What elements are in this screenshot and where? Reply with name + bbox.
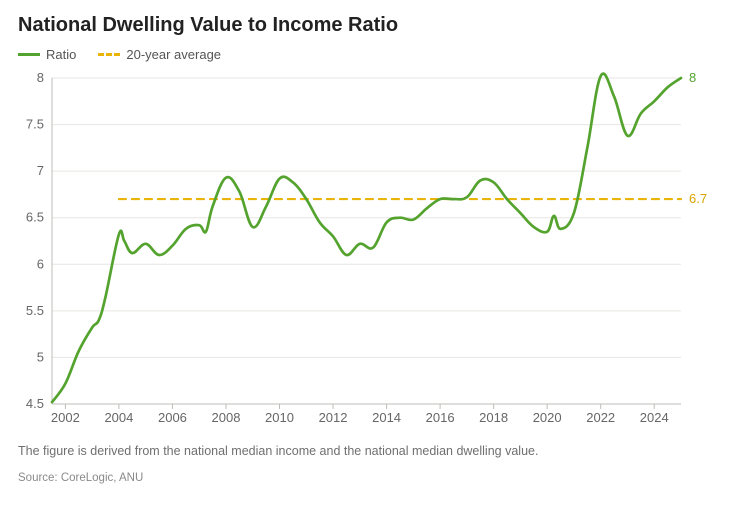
legend-avg-label: 20-year average bbox=[126, 47, 221, 62]
legend: Ratio 20-year average bbox=[18, 47, 715, 62]
svg-text:2008: 2008 bbox=[212, 410, 241, 425]
avg-swatch bbox=[98, 53, 120, 56]
svg-text:2012: 2012 bbox=[319, 410, 348, 425]
legend-item-avg: 20-year average bbox=[98, 47, 221, 62]
svg-text:4.5: 4.5 bbox=[26, 396, 44, 411]
svg-text:2016: 2016 bbox=[426, 410, 455, 425]
legend-item-ratio: Ratio bbox=[18, 47, 76, 62]
svg-text:2006: 2006 bbox=[158, 410, 187, 425]
svg-text:8: 8 bbox=[37, 70, 44, 85]
svg-text:2018: 2018 bbox=[479, 410, 508, 425]
svg-text:2014: 2014 bbox=[372, 410, 401, 425]
legend-ratio-label: Ratio bbox=[46, 47, 76, 62]
svg-text:7.5: 7.5 bbox=[26, 117, 44, 132]
chart-container: National Dwelling Value to Income Ratio … bbox=[0, 0, 733, 513]
ratio-swatch bbox=[18, 53, 40, 56]
svg-text:2002: 2002 bbox=[51, 410, 80, 425]
chart-footnote: The figure is derived from the national … bbox=[18, 444, 715, 458]
chart-area: 4.5 5 5.5 6 6.5 7 7.5 8 2002 2004 2006 2008 2010 2012… bbox=[18, 68, 715, 428]
svg-text:5: 5 bbox=[37, 349, 44, 364]
chart-svg: 4.5 5 5.5 6 6.5 7 7.5 8 2002 2004 2006 2008 2010 2012… bbox=[18, 68, 715, 428]
chart-title: National Dwelling Value to Income Ratio bbox=[18, 14, 715, 37]
svg-text:2010: 2010 bbox=[265, 410, 294, 425]
svg-text:5.5: 5.5 bbox=[26, 303, 44, 318]
svg-text:6: 6 bbox=[37, 256, 44, 271]
svg-text:7: 7 bbox=[37, 163, 44, 178]
svg-text:2004: 2004 bbox=[104, 410, 133, 425]
svg-text:2024: 2024 bbox=[640, 410, 669, 425]
svg-text:6.7: 6.7 bbox=[689, 191, 707, 206]
svg-text:2020: 2020 bbox=[533, 410, 562, 425]
chart-source: Source: CoreLogic, ANU bbox=[18, 472, 715, 484]
svg-text:6.5: 6.5 bbox=[26, 210, 44, 225]
svg-text:8: 8 bbox=[689, 70, 696, 85]
svg-text:2022: 2022 bbox=[586, 410, 615, 425]
